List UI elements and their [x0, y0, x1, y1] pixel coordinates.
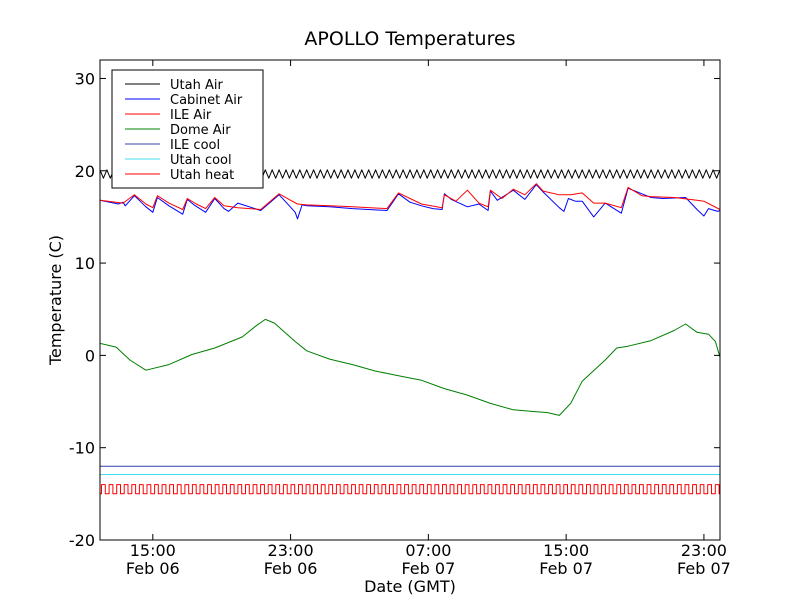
x-tick-label-time: 07:00: [405, 541, 451, 560]
y-tick-label: 10: [75, 254, 95, 273]
legend-label: Utah Air: [170, 78, 223, 93]
x-tick-label-time: 23:00: [268, 541, 314, 560]
y-axis-label: Temperature (C): [46, 235, 65, 366]
y-tick-label: 20: [75, 162, 95, 181]
x-tick-label-date: Feb 07: [539, 559, 593, 578]
series-utah-heat-line: [100, 484, 720, 495]
x-tick-label-time: 23:00: [681, 541, 727, 560]
legend-label: Utah heat: [170, 168, 234, 183]
y-tick-label: 0: [85, 346, 95, 365]
x-axis-label: Date (GMT): [364, 577, 456, 596]
legend-label: Cabinet Air: [170, 93, 243, 108]
x-tick-label-time: 15:00: [543, 541, 589, 560]
y-tick-label: -20: [69, 531, 95, 550]
x-tick-label-time: 15:00: [130, 541, 176, 560]
x-tick-label-date: Feb 07: [677, 559, 731, 578]
legend-label: ILE cool: [170, 138, 220, 153]
chart-title: APOLLO Temperatures: [304, 28, 515, 50]
y-tick-label: 30: [75, 69, 95, 88]
series-ile-air-line: [100, 183, 720, 210]
legend-label: Dome Air: [170, 123, 231, 138]
x-tick-label-date: Feb 07: [401, 559, 455, 578]
y-tick-label: -10: [69, 439, 95, 458]
x-tick-label-date: Feb 06: [126, 559, 180, 578]
x-tick-label-date: Feb 06: [264, 559, 318, 578]
plot-frame: [99, 59, 721, 541]
legend-label: Utah cool: [170, 153, 232, 168]
series-dome-air-line: [100, 318, 720, 416]
legend-label: ILE Air: [170, 108, 212, 123]
